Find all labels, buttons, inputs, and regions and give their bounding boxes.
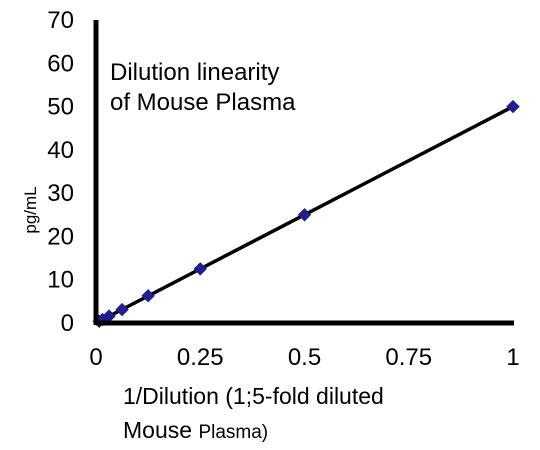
- y-tick-label: 30: [47, 180, 74, 207]
- y-axis-label: pg/mL: [21, 186, 40, 233]
- y-tick-label: 70: [47, 7, 74, 34]
- data-point: [115, 302, 129, 317]
- x-axis-ticks: 0 0.25 0.5 0.75 1: [89, 344, 519, 371]
- y-tick-label: 20: [47, 223, 74, 250]
- x-axis-label-line-1: 1/Dilution (1;5-fold diluted: [123, 383, 384, 409]
- data-point: [297, 208, 312, 222]
- x-tick-label: 0.75: [385, 344, 432, 371]
- y-axis-ticks: 0 10 20 30 40 50 60 70: [47, 7, 74, 337]
- x-axis-label-line-2: Mouse Plasma): [123, 417, 268, 443]
- data-point: [193, 262, 207, 276]
- x-tick-label: 0.25: [177, 344, 224, 371]
- chart-title-line-2: of Mouse Plasma: [110, 89, 296, 116]
- x-axis-label-line-2-part-a: Mouse: [123, 417, 198, 443]
- data-point: [141, 289, 155, 303]
- y-tick-label: 60: [47, 50, 74, 77]
- y-tick-label: 50: [47, 94, 74, 121]
- y-tick-label: 40: [47, 137, 74, 164]
- data-point: [506, 99, 520, 114]
- y-tick-label: 0: [61, 310, 74, 337]
- x-axis-label-line-2-part-b: Plasma): [198, 422, 268, 443]
- data-points: [92, 99, 520, 328]
- chart-title-line-1: Dilution linearity: [110, 59, 279, 86]
- y-tick-label: 10: [47, 267, 74, 294]
- x-tick-label: 0.5: [288, 344, 321, 371]
- x-tick-label: 0: [89, 344, 102, 371]
- x-tick-label: 1: [506, 344, 519, 371]
